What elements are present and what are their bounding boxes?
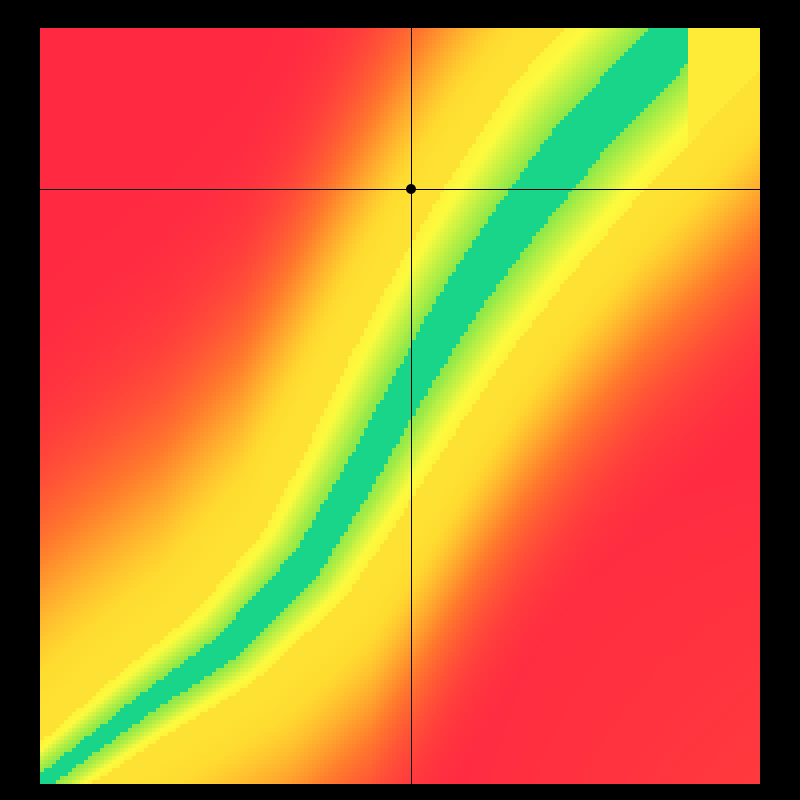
crosshair-vertical <box>411 28 412 784</box>
crosshair-horizontal <box>40 189 760 190</box>
heatmap-canvas <box>40 28 760 784</box>
crosshair-marker <box>406 184 416 194</box>
